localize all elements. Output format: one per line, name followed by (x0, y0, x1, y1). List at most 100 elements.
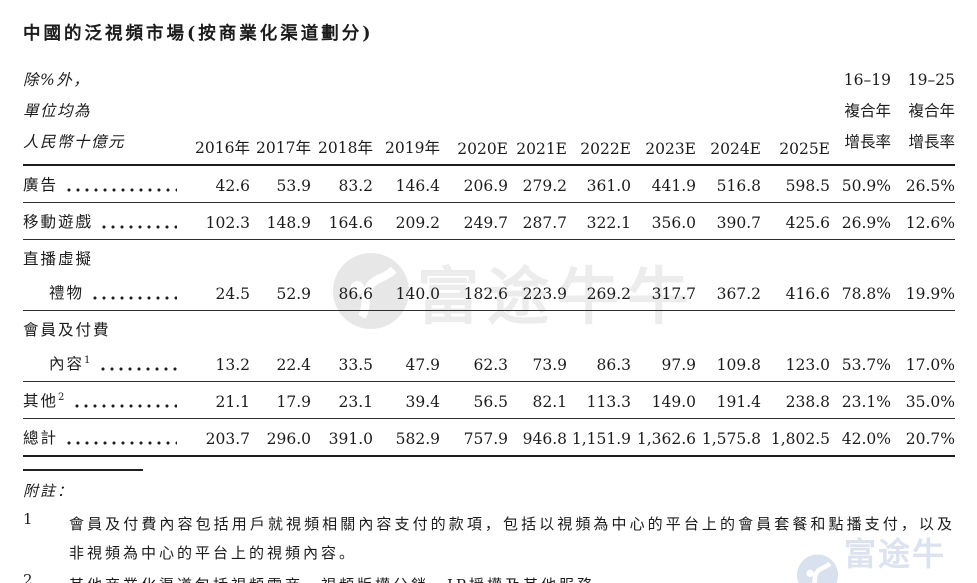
row-label-text: 移動遊戲 (23, 213, 94, 231)
cell-value: 322.1 (567, 202, 631, 240)
cell-value: 164.6 (311, 202, 373, 240)
cell-value: 391.0 (311, 418, 373, 457)
cell-value: 1,362.6 (631, 418, 696, 457)
cell-value: 148.9 (250, 202, 311, 240)
cell-value: 757.9 (440, 418, 508, 457)
cell-value: 356.0 (631, 202, 696, 240)
cell-value: 21.1 (183, 381, 250, 419)
cell-value: 287.7 (508, 202, 567, 240)
cell-value: 269.2 (567, 239, 631, 311)
cell-value: 23.1% (830, 381, 891, 419)
dot-leader (75, 404, 177, 408)
cell-value: 17.0% (891, 310, 955, 382)
cell-value: 22.4 (250, 310, 311, 382)
cell-value: 516.8 (696, 165, 761, 203)
cell-value: 223.9 (508, 239, 567, 311)
row-label: 廣告 (23, 165, 183, 203)
cell-value: 582.9 (373, 418, 440, 457)
footnote-marker: 1 (84, 354, 93, 366)
cell-value: 441.9 (631, 165, 696, 203)
cell-value: 296.0 (250, 418, 311, 457)
cagr-period: 16–19 (843, 71, 891, 89)
table-row-mobile-games: 移動遊戲 102.3 148.9 164.6 209.2 249.7 287.7… (23, 202, 955, 240)
cell-value: 20.7% (891, 418, 955, 457)
table-row-total: 總計 203.7 296.0 391.0 582.9 757.9 946.8 1… (23, 418, 955, 457)
cell-value: 82.1 (508, 381, 567, 419)
cell-value: 52.9 (250, 239, 311, 311)
cell-value: 33.5 (311, 310, 373, 382)
unit-note-cell: 除%外， 單位均為 人民幣十億元 (23, 65, 183, 166)
cell-value: 109.8 (696, 310, 761, 382)
row-label: 其他2 (23, 381, 183, 419)
table-row-live-virtual-gifts: 直播虛擬 禮物 24.5 52.9 86.6 140.0 182.6 223.9… (23, 239, 955, 311)
cell-value: 97.9 (631, 310, 696, 382)
column-header-2016: 2016年 (183, 65, 250, 166)
cell-value: 317.7 (631, 239, 696, 311)
cell-value: 425.6 (761, 202, 830, 240)
cell-value: 209.2 (373, 202, 440, 240)
column-header-2023e: 2023E (631, 65, 696, 166)
futu-watermark-text: 富途牛牛 (844, 535, 947, 583)
cell-value: 146.4 (373, 165, 440, 203)
cagr-period: 19–25 (907, 71, 955, 89)
row-label: 直播虛擬 禮物 (23, 239, 183, 311)
cell-value: 62.3 (440, 310, 508, 382)
dot-leader (93, 296, 177, 300)
cell-value: 279.2 (508, 165, 567, 203)
footnote-number: 2 (23, 571, 33, 583)
cell-value: 249.7 (440, 202, 508, 240)
cell-value: 19.9% (891, 239, 955, 311)
page-title: 中國的泛視頻市場(按商業化渠道劃分) (23, 24, 374, 44)
cell-value: 361.0 (567, 165, 631, 203)
cell-value: 203.7 (183, 418, 250, 457)
cell-value: 26.9% (830, 202, 891, 240)
cell-value: 42.6 (183, 165, 250, 203)
cell-value: 191.4 (696, 381, 761, 419)
cell-value: 390.7 (696, 202, 761, 240)
futu-logo-icon (797, 554, 839, 583)
cagr-label: 複合年 (908, 102, 955, 120)
cell-value: 206.9 (440, 165, 508, 203)
cell-value: 113.3 (567, 381, 631, 419)
cell-value: 416.6 (761, 239, 830, 311)
cell-value: 149.0 (631, 381, 696, 419)
cell-value: 39.4 (373, 381, 440, 419)
futu-watermark-corner: 富途牛牛 (797, 529, 977, 583)
column-header-2018: 2018年 (311, 65, 373, 166)
footnote-text: 會員及付費內容包括用戶就視頻相關內容支付的款項，包括以視頻為中心的平台上的會員套… (69, 515, 955, 562)
column-header-cagr-19-25: 19–25 複合年 增長率 (891, 65, 955, 166)
cell-value: 42.0% (830, 418, 891, 457)
cell-value: 56.5 (440, 381, 508, 419)
table-row-others: 其他2 21.1 17.9 23.1 39.4 56.5 82.1 113.3 … (23, 381, 955, 419)
cell-value: 1,802.5 (761, 418, 830, 457)
footnote-1: 1 會員及付費內容包括用戶就視頻相關內容支付的款項，包括以視頻為中心的平台上的會… (23, 510, 955, 568)
row-label-text: 其他 (23, 392, 59, 410)
table-row-advertising: 廣告 42.6 53.9 83.2 146.4 206.9 279.2 361.… (23, 165, 955, 203)
column-header-cagr-16-19: 16–19 複合年 增長率 (830, 65, 891, 166)
cell-value: 238.8 (761, 381, 830, 419)
column-header-2025e: 2025E (761, 65, 830, 166)
cell-value: 13.2 (183, 310, 250, 382)
cell-value: 83.2 (311, 165, 373, 203)
cell-value: 140.0 (373, 239, 440, 311)
column-header-2024e: 2024E (696, 65, 761, 166)
cell-value: 86.6 (311, 239, 373, 311)
cell-value: 1,151.9 (567, 418, 631, 457)
footnote-2: 2 其他商業化渠道包括視頻電商、視頻版權分銷、IP授權及其他服務。 (23, 571, 955, 583)
cell-value: 78.8% (830, 239, 891, 311)
cagr-label: 增長率 (908, 133, 955, 151)
table-row-membership-paid-content: 會員及付費 內容1 13.2 22.4 33.5 47.9 62.3 73.9 … (23, 310, 955, 382)
footnote-marker: 2 (58, 391, 67, 403)
dot-leader (102, 225, 177, 229)
column-header-2020e: 2020E (440, 65, 508, 166)
unit-note-line: 單位均為 (23, 102, 92, 120)
cell-value: 102.3 (183, 202, 250, 240)
row-label-text: 總計 (23, 429, 59, 447)
row-label-line1: 會員及付費 (23, 321, 111, 339)
row-label: 移動遊戲 (23, 202, 183, 240)
cell-value: 53.9 (250, 165, 311, 203)
cell-value: 123.0 (761, 310, 830, 382)
cell-value: 24.5 (183, 239, 250, 311)
cell-value: 12.6% (891, 202, 955, 240)
